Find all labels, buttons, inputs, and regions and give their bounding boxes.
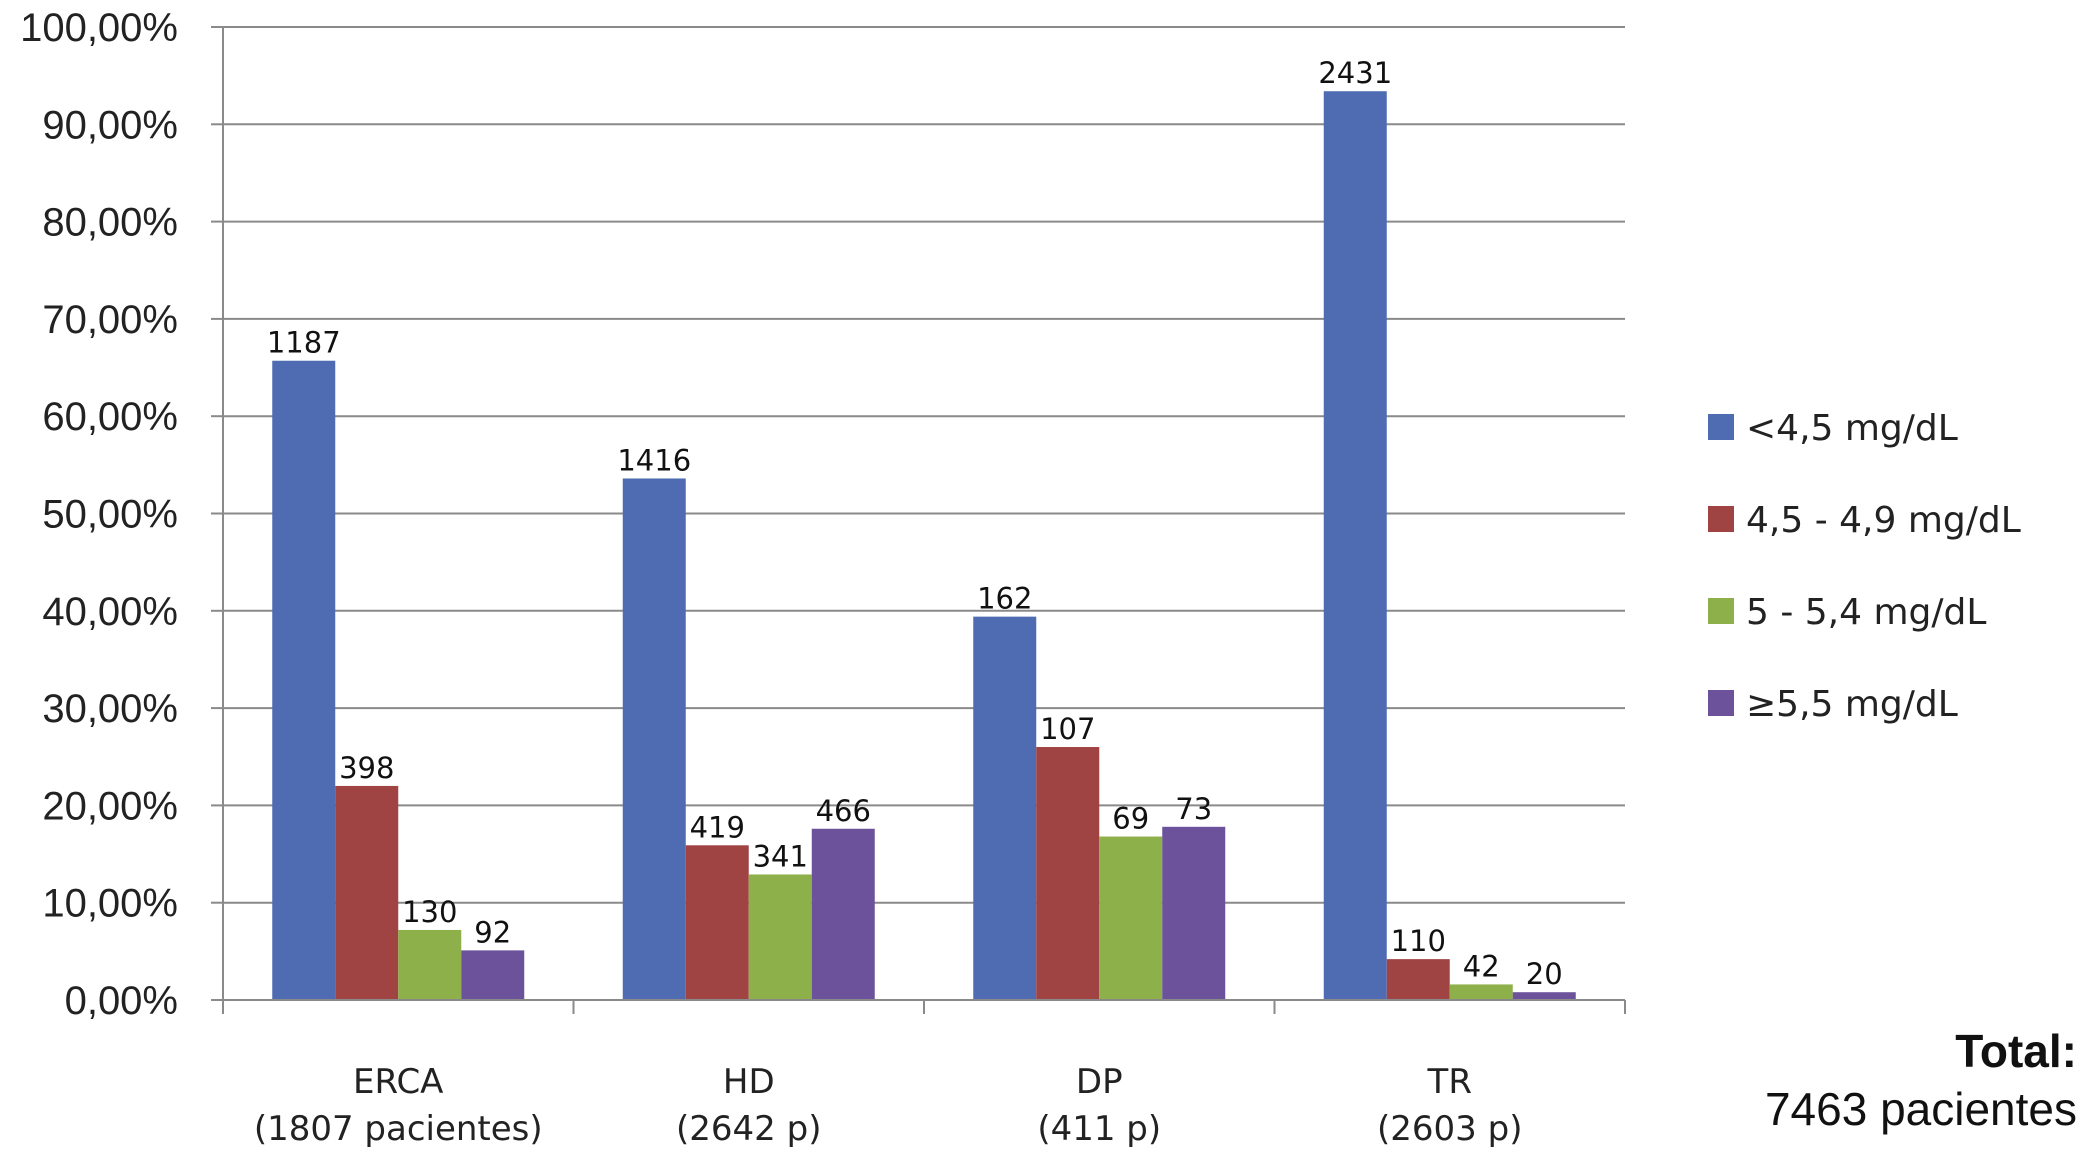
bar [811,828,875,1000]
legend-swatch [1708,598,1734,624]
x-tick-label: DP [1076,1062,1123,1102]
bar [335,785,399,1000]
total-value: 7463 pacientes [1764,1083,2077,1135]
y-tick-label: 0,00% [65,979,178,1023]
legend: <4,5 mg/dL 4,5 - 4,9 mg/dL 5 - 5,4 mg/dL ≥5… [1708,408,2021,725]
y-tick-label: 80,00% [42,201,178,245]
data-label: 130 [402,895,457,929]
bar [272,360,336,1000]
legend-swatch [1708,506,1734,532]
legend-swatch [1708,690,1734,716]
data-label: 162 [977,582,1032,616]
bar [461,950,525,1000]
data-label: 107 [1040,712,1095,746]
x-axis: ERCA (1807 pacientes) HD (2642 p) DP (411 p) T… [222,999,1626,1149]
data-label: 1416 [617,443,691,477]
x-tick-label: ERCA [353,1062,443,1102]
y-tick-label: 10,00% [42,882,178,926]
y-tick-label: 20,00% [42,784,178,828]
bar [1099,836,1163,1000]
gridlines [223,26,1625,904]
legend-label: 4,5 - 4,9 mg/dL [1746,500,2021,541]
y-tick-label: 100,00% [20,6,178,50]
bar [973,616,1037,1000]
data-label: 42 [1463,949,1500,983]
bar [1162,826,1226,1000]
y-tick-label: 70,00% [42,298,178,342]
bar [1036,747,1100,1000]
legend-label: <4,5 mg/dL [1746,408,1958,449]
data-label: 73 [1175,792,1212,826]
legend-label: 5 - 5,4 mg/dL [1746,592,1986,633]
data-label: 2431 [1318,56,1392,90]
y-axis: 0,00% 10,00% 20,00% 30,00% 40,00% 50,00% 60,00… [20,6,224,1023]
bar [1449,984,1513,1000]
bar [1512,992,1576,1000]
y-tick-label: 90,00% [42,103,178,147]
y-tick-label: 60,00% [42,395,178,439]
data-label: 466 [816,794,871,828]
legend-label: ≥5,5 mg/dL [1746,684,1958,725]
x-tick-label: HD [723,1062,775,1102]
x-tick-sublabel: (411 p) [1037,1109,1161,1149]
x-tick-label: TR [1427,1062,1472,1102]
bar [748,874,812,1000]
legend-swatch [1708,414,1734,440]
total-annotation: Total: 7463 pacientes [1765,1022,2077,1138]
x-tick-sublabel: (2603 p) [1377,1109,1522,1149]
data-label: 419 [690,810,745,844]
y-tick-label: 40,00% [42,590,178,634]
data-label: 20 [1526,957,1563,991]
data-label: 341 [753,839,808,873]
x-tick-sublabel: (1807 pacientes) [254,1109,543,1149]
x-tick-sublabel: (2642 p) [676,1109,821,1149]
data-label: 398 [339,751,394,785]
data-label: 1187 [267,326,341,360]
bar [1323,91,1387,1000]
data-label: 110 [1391,924,1446,958]
data-label: 92 [474,915,511,949]
y-tick-label: 50,00% [42,493,178,537]
y-tick-label: 30,00% [42,687,178,731]
bar [685,845,749,1000]
bar [622,478,686,1000]
total-label: Total: [1955,1025,2077,1077]
bar [1386,959,1450,1000]
bar [398,929,462,1000]
data-label: 69 [1112,802,1149,836]
